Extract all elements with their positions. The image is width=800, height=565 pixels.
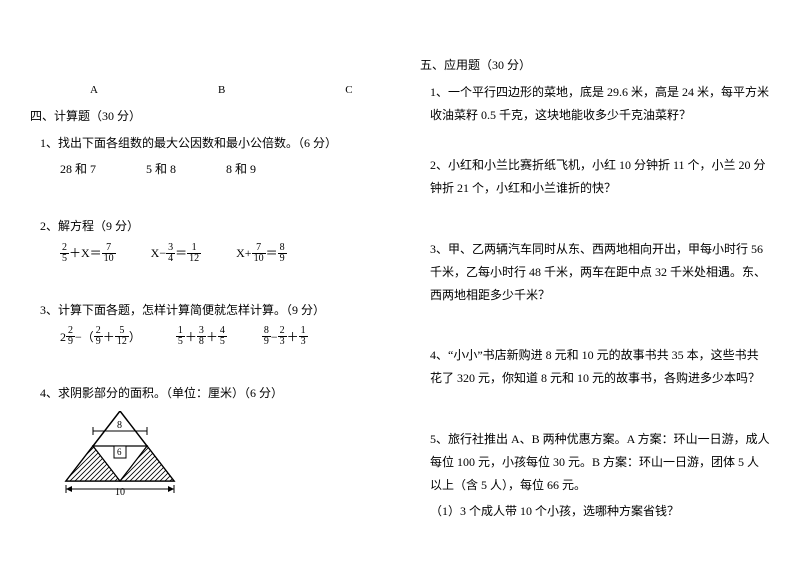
- eq-2c: X+710＝89: [236, 242, 286, 265]
- q5-3: 3、甲、乙两辆汽车同时从东、西两地相向开出，甲每小时行 56 千米，乙每小时行 …: [430, 238, 770, 306]
- section5-title: 五、应用题（30 分）: [420, 54, 770, 77]
- right-column: 五、应用题（30 分） 1、一个平行四边形的菜地，底是 29.6 米，高是 24…: [420, 20, 770, 527]
- q5-1: 1、一个平行四边形的菜地，底是 29.6 米，高是 24 米，每平方米收油菜籽 …: [430, 81, 770, 127]
- eq-3b: 15＋38＋45: [176, 326, 227, 349]
- q4-2-sub: 25＋X＝710 X−34＝112 X+710＝89: [30, 242, 380, 265]
- q4-2: 2、解方程（9 分）: [40, 215, 380, 238]
- left-column: A B C 四、计算题（30 分） 1、找出下面各组数的最大公因数和最小公倍数。…: [30, 20, 380, 527]
- q4-3-sub: 229−（29＋512） 15＋38＋45 89−23＋13: [30, 326, 380, 349]
- q5-5a: （1）3 个成人带 10 个小孩，选哪种方案省钱？: [430, 500, 770, 523]
- dim-mid: 6: [117, 447, 122, 457]
- dim-top: 8: [117, 420, 122, 431]
- q5-5: 5、旅行社推出 A、B 两种优惠方案。A 方案：环山一日游，成人每位 100 元…: [430, 428, 770, 496]
- q4-1b: 5 和 8: [146, 158, 176, 181]
- label-a: A: [90, 80, 98, 101]
- q4-4: 4、求阴影部分的面积。（单位：厘米）（6 分）: [40, 382, 380, 405]
- q4-3: 3、计算下面各题，怎样计算简便就怎样计算。（9 分）: [40, 299, 380, 322]
- label-b: B: [218, 80, 225, 101]
- section4-title: 四、计算题（30 分）: [30, 105, 380, 128]
- shaded-figure: 8 6 10: [30, 411, 380, 504]
- dim-bottom: 10: [115, 487, 125, 496]
- q5-2: 2、小红和小兰比赛折纸飞机，小红 10 分钟折 11 个，小兰 20 分钟折 2…: [430, 154, 770, 200]
- abc-row: A B C: [30, 80, 380, 101]
- label-c: C: [345, 80, 352, 101]
- q5-4: 4、“小小”书店新购进 8 元和 10 元的故事书共 35 本，这些书共花了 3…: [430, 344, 770, 390]
- q4-1-sub: 28 和 7 5 和 8 8 和 9: [30, 158, 380, 181]
- q4-1: 1、找出下面各组数的最大公因数和最小公倍数。（6 分）: [40, 132, 380, 155]
- q4-1c: 8 和 9: [226, 158, 256, 181]
- eq-2a: 25＋X＝710: [60, 242, 116, 265]
- eq-2b: X−34＝112: [151, 242, 201, 265]
- eq-3c: 89−23＋13: [262, 326, 308, 349]
- q4-1a: 28 和 7: [60, 158, 96, 181]
- eq-3a: 229−（29＋512）: [60, 326, 141, 349]
